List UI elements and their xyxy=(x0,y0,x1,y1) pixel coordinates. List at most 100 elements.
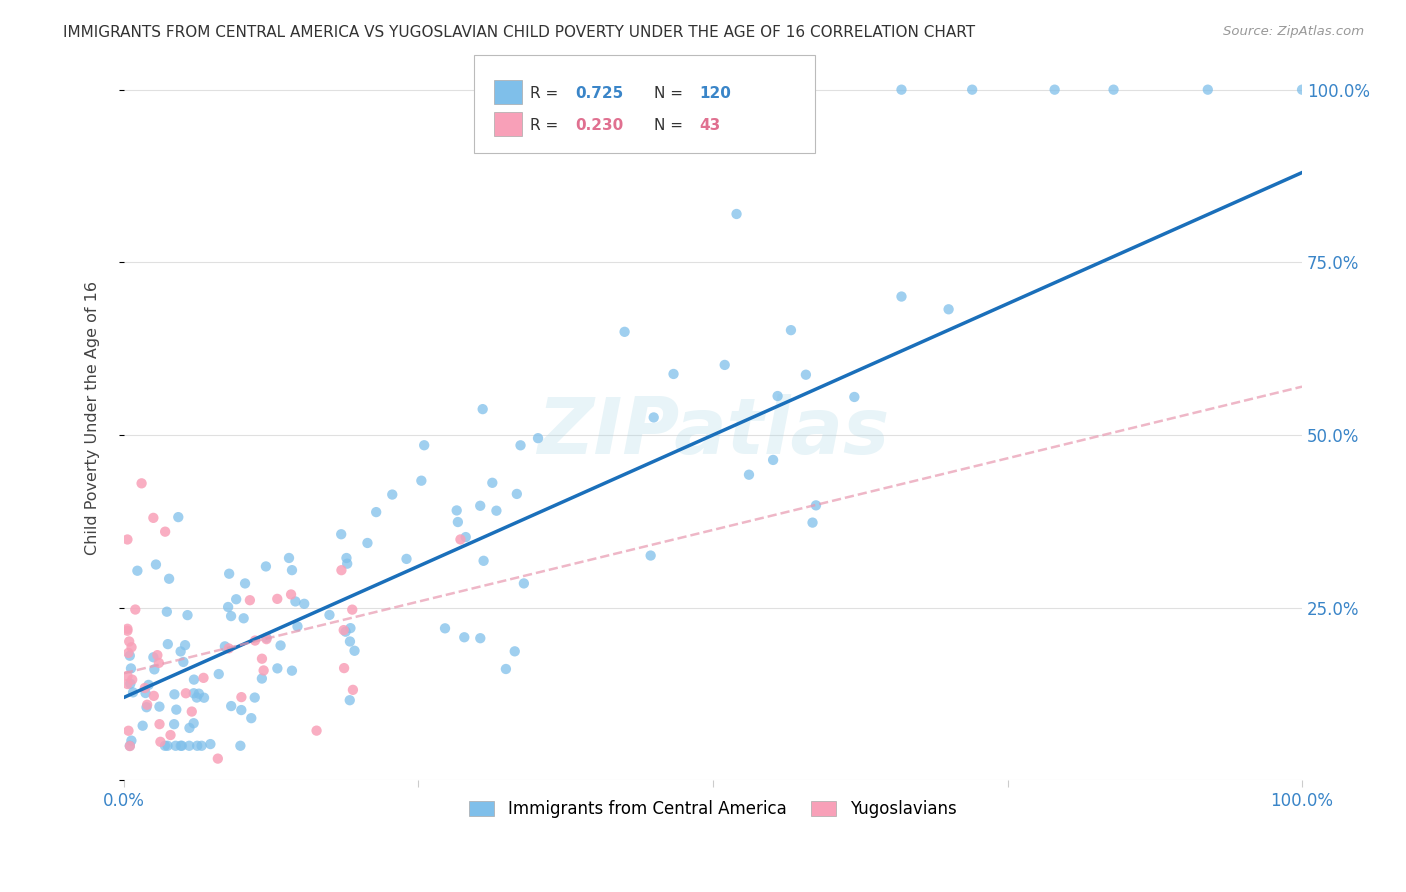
Point xyxy=(159,728,181,742)
Point xyxy=(170,739,193,753)
Text: 0.725: 0.725 xyxy=(575,87,623,102)
Point xyxy=(142,511,165,525)
Point xyxy=(766,389,789,403)
Point xyxy=(120,677,142,691)
Point xyxy=(330,527,353,541)
Point xyxy=(284,594,307,608)
Point xyxy=(120,661,142,675)
FancyBboxPatch shape xyxy=(474,55,815,153)
Point xyxy=(156,605,179,619)
Point xyxy=(339,634,361,648)
Point xyxy=(332,623,354,637)
Point xyxy=(281,664,304,678)
Point xyxy=(336,557,359,571)
Point xyxy=(122,685,145,699)
Point xyxy=(117,646,139,660)
Point xyxy=(179,721,201,735)
Point xyxy=(446,503,468,517)
Point xyxy=(256,632,278,647)
Point xyxy=(356,536,378,550)
Point xyxy=(662,367,685,381)
Point xyxy=(253,664,276,678)
Point xyxy=(120,733,142,747)
Point xyxy=(335,551,357,566)
Text: 0.230: 0.230 xyxy=(575,119,623,133)
Point xyxy=(118,739,141,753)
Point xyxy=(395,552,418,566)
Point xyxy=(470,631,492,645)
Point xyxy=(506,487,529,501)
Point xyxy=(270,639,292,653)
Point xyxy=(890,83,912,97)
Point xyxy=(163,717,186,731)
Point xyxy=(142,650,165,665)
Point xyxy=(186,739,208,753)
Point xyxy=(193,671,215,685)
Point xyxy=(165,739,187,753)
FancyBboxPatch shape xyxy=(494,112,522,136)
Text: N =: N = xyxy=(654,87,688,102)
Point xyxy=(640,549,662,563)
Point xyxy=(170,739,193,753)
Point xyxy=(156,637,179,651)
Point xyxy=(148,717,170,731)
Point xyxy=(217,599,239,614)
Point xyxy=(174,686,197,700)
Point xyxy=(266,661,288,675)
Point xyxy=(938,302,960,317)
Text: N =: N = xyxy=(654,119,688,133)
Point xyxy=(134,686,156,700)
Point xyxy=(219,699,242,714)
Point xyxy=(243,690,266,705)
Point xyxy=(118,739,141,753)
Point xyxy=(136,698,159,712)
Point xyxy=(509,438,531,452)
Y-axis label: Child Poverty Under the Age of 16: Child Poverty Under the Age of 16 xyxy=(86,281,100,555)
Point xyxy=(207,751,229,765)
Point xyxy=(1043,83,1066,97)
Point xyxy=(138,678,160,692)
Point xyxy=(131,476,153,491)
Point xyxy=(225,592,247,607)
Point xyxy=(121,640,143,655)
Point xyxy=(413,438,436,452)
Point xyxy=(218,566,240,581)
Point xyxy=(193,690,215,705)
Point xyxy=(780,323,803,337)
Point xyxy=(187,687,209,701)
Point xyxy=(453,630,475,644)
Point xyxy=(208,667,231,681)
Point xyxy=(447,515,470,529)
Point xyxy=(142,689,165,703)
Point xyxy=(1291,83,1313,97)
Point xyxy=(145,558,167,572)
Point xyxy=(157,572,180,586)
Point xyxy=(186,690,208,705)
Point xyxy=(134,681,156,695)
Point xyxy=(183,673,205,687)
Point xyxy=(449,533,471,547)
Point xyxy=(219,609,242,624)
Point xyxy=(118,634,141,648)
Point xyxy=(738,467,761,482)
Point xyxy=(794,368,817,382)
Point xyxy=(339,621,361,635)
Text: R =: R = xyxy=(530,119,564,133)
Point xyxy=(174,638,197,652)
Point xyxy=(342,682,364,697)
Point xyxy=(239,593,262,607)
Point xyxy=(481,475,503,490)
Point xyxy=(278,551,301,566)
Point xyxy=(495,662,517,676)
Point xyxy=(172,655,194,669)
Point xyxy=(643,410,665,425)
Point xyxy=(343,644,366,658)
Point xyxy=(149,735,172,749)
Point xyxy=(165,703,187,717)
Point xyxy=(250,672,273,686)
Point xyxy=(713,358,735,372)
Point xyxy=(366,505,388,519)
Point xyxy=(471,402,494,417)
Point xyxy=(305,723,328,738)
Point xyxy=(218,641,240,656)
